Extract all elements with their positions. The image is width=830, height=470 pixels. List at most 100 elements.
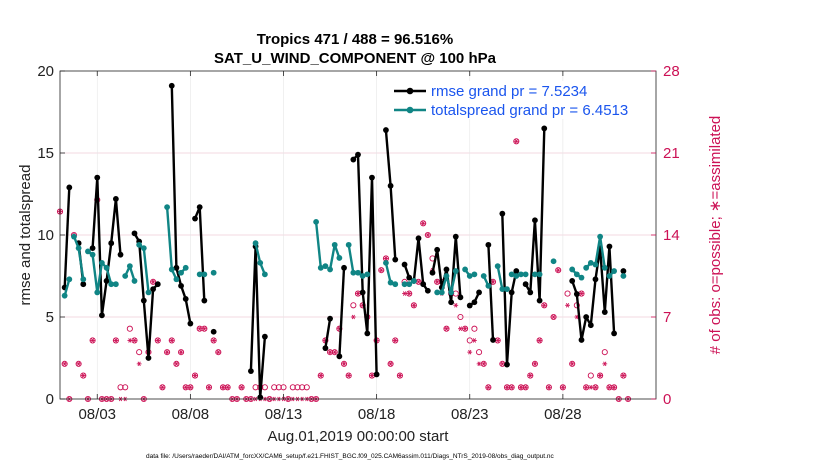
series-point-totalspread [94,289,101,296]
series-point-rmse [508,289,515,296]
series-point-totalspread [136,241,143,248]
obs-possible-point [457,313,464,321]
series-point-totalspread [471,271,478,278]
series-point-totalspread [173,276,180,283]
asterisk-stroke [510,384,514,390]
series-point-totalspread [168,266,175,273]
series-point-rmse [196,204,203,211]
series-point-rmse [261,333,268,340]
series-point-rmse [541,125,548,132]
obs-possible-point [275,384,282,391]
x-tick-label: 08/03 [78,406,116,423]
obs-possible-point [112,337,119,344]
obs-assimilated-point [481,361,487,367]
obs-possible-point [476,349,483,356]
obs-possible-point [205,384,213,391]
obs-assimilated-point [174,361,179,367]
y-left-tick-label: 5 [46,309,54,326]
series-point-totalspread [485,282,492,289]
series-point-totalspread [313,218,319,225]
y-left-tick-label: 15 [37,145,54,162]
series-point-totalspread [597,233,604,240]
asterisk-stroke [63,361,67,367]
series-point-rmse [401,261,408,268]
obs-possible-point [150,278,157,285]
obs-assimilated-point [583,384,589,390]
series-point-rmse [601,309,608,315]
series-point-rmse [355,151,361,158]
obs-assimilated-point [555,267,561,273]
asterisk-stroke [612,384,616,390]
asterisk-stroke [589,384,593,390]
obs-possible-point [601,349,608,356]
asterisk-stroke [496,338,500,343]
series-point-totalspread [122,273,129,279]
series-point-totalspread [466,273,473,279]
obs-assimilated-point [485,384,491,390]
series-point-totalspread [569,266,576,273]
series-line-rmse [249,245,267,399]
series-point-totalspread [164,204,170,211]
obs-assimilated-point [402,291,407,296]
obs-assimilated-point [467,349,473,355]
asterisk-stroke [240,384,244,390]
asterisk-stroke [551,314,556,320]
asterisk-stroke [160,384,165,390]
obs-possible-point [531,360,538,367]
obs-possible-point [75,360,82,367]
x-axis-label: Aug.01,2019 00:00:00 start [268,428,450,445]
series-point-rmse [89,245,96,252]
y-right-tick-label: 7 [663,309,671,326]
series-point-totalspread [317,264,324,271]
series-point-totalspread [573,271,580,278]
series-point-rmse [457,294,464,301]
asterisk-stroke [370,373,374,378]
series-point-rmse [532,217,538,224]
asterisk-stroke [77,361,81,367]
series-point-totalspread [178,269,184,276]
asterisk-stroke [137,361,141,367]
series-point-totalspread [201,271,208,278]
series-point-rmse [359,289,366,296]
asterisk-stroke [333,349,337,355]
asterisk-stroke [561,384,565,390]
series-point-rmse [66,184,73,191]
obs-assimilated-point [565,302,570,308]
asterisk-stroke [342,361,346,367]
legend-spread-label: totalspread grand pr = 6.4513 [431,102,628,119]
series-point-rmse [168,82,175,89]
y-axis-right-label: # of obs: o=possible; ∗=assimilated [707,116,724,355]
series-point-totalspread [112,281,119,288]
series-point-totalspread [75,245,82,252]
obs-possible-point [410,302,417,309]
series-point-rmse [448,299,455,306]
asterisk-stroke [402,291,407,296]
obs-assimilated-point [62,361,68,367]
series-point-rmse [406,274,413,281]
series-point-rmse [373,371,380,378]
series-point-totalspread [99,259,105,266]
series-point-rmse [383,127,389,133]
series-point-totalspread [434,289,441,296]
obs-assimilated-point [388,361,393,367]
series-line-rmse [487,244,495,341]
obs-assimilated-point [90,338,95,343]
obs-assimilated-point [160,384,165,390]
chart-title-line1: Tropics 471 / 488 = 96.516% [257,31,453,48]
asterisk-stroke [570,361,574,367]
series-point-rmse [606,243,613,250]
obs-assimilated-point [621,373,626,378]
series-point-totalspread [257,259,264,266]
obs-possible-point [396,372,403,379]
asterisk-stroke [426,232,430,238]
series-point-totalspread [504,286,510,293]
obs-possible-point [154,337,161,344]
obs-assimilated-point [569,361,575,367]
series-point-totalspread [410,278,417,284]
obs-possible-point [261,384,268,391]
series-point-totalspread [131,278,138,284]
series-point-rmse [94,174,101,181]
obs-assimilated-point [355,291,361,296]
series-point-totalspread [182,264,189,271]
series-point-rmse [466,302,473,309]
